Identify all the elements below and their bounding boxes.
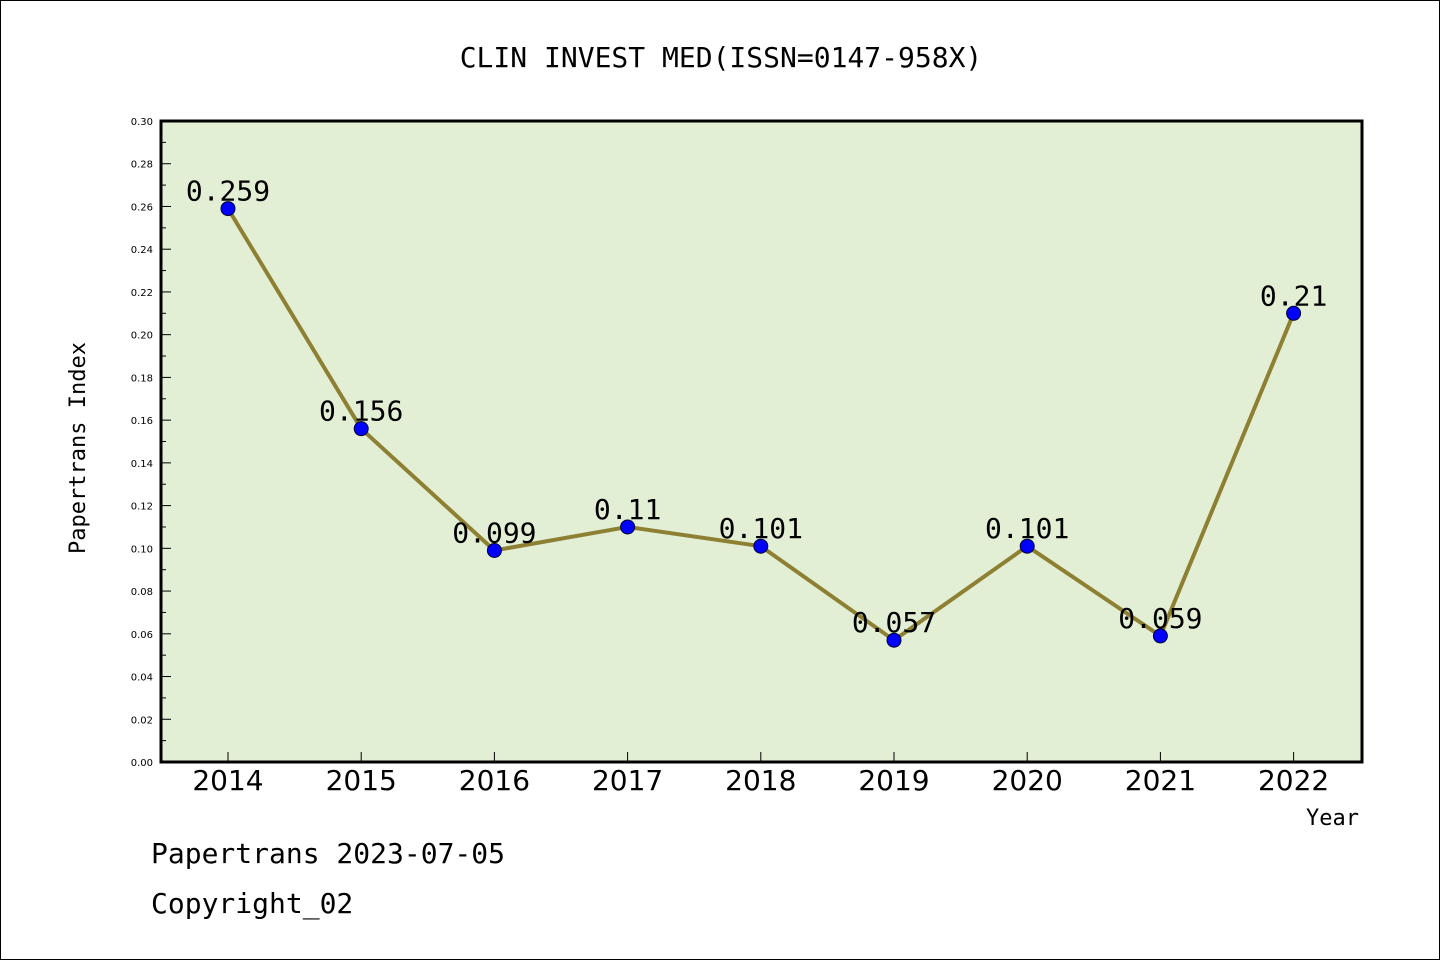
y-tick-label: 0.06 bbox=[131, 630, 153, 641]
data-point bbox=[753, 538, 769, 554]
y-tick-label: 0.28 bbox=[131, 160, 153, 171]
data-label: 0.11 bbox=[594, 493, 661, 526]
y-tick-label: 0.18 bbox=[131, 373, 153, 384]
x-tick-label: 2020 bbox=[992, 764, 1063, 797]
y-tick-label: 0.04 bbox=[131, 673, 153, 684]
x-tick-label: 2022 bbox=[1258, 764, 1329, 797]
y-tick-label: 0.16 bbox=[131, 416, 153, 427]
y-tick-label: 0.22 bbox=[131, 288, 153, 299]
y-tick-label: 0.24 bbox=[131, 245, 153, 256]
y-axis-label: Papertrans Index bbox=[66, 342, 91, 554]
data-label: 0.21 bbox=[1260, 279, 1327, 312]
data-label: 0.099 bbox=[452, 516, 536, 549]
footer-copyright: Copyright_02 bbox=[151, 887, 354, 920]
data-label: 0.101 bbox=[719, 512, 803, 545]
x-tick-label: 2021 bbox=[1125, 764, 1196, 797]
x-tick-label: 2017 bbox=[592, 764, 663, 797]
data-point bbox=[1019, 538, 1035, 554]
x-tick-label: 2014 bbox=[192, 764, 263, 797]
y-tick-label: 0.08 bbox=[131, 587, 153, 598]
data-point bbox=[220, 201, 236, 217]
y-tick-label: 0.14 bbox=[131, 459, 153, 470]
footer-date: Papertrans 2023-07-05 bbox=[151, 837, 506, 870]
data-point bbox=[886, 632, 902, 648]
y-tick-label: 0.26 bbox=[131, 202, 153, 213]
y-tick-label: 0.10 bbox=[131, 544, 153, 555]
x-tick-label: 2015 bbox=[326, 764, 397, 797]
x-tick-label: 2016 bbox=[459, 764, 530, 797]
data-label: 0.101 bbox=[985, 512, 1069, 545]
data-point bbox=[353, 421, 369, 437]
data-point bbox=[620, 519, 636, 535]
y-tick-label: 0.20 bbox=[131, 331, 153, 342]
data-label: 0.059 bbox=[1118, 602, 1202, 635]
data-label: 0.156 bbox=[319, 395, 403, 428]
data-point bbox=[486, 542, 502, 558]
chart-title: CLIN INVEST MED(ISSN=0147-958X) bbox=[460, 41, 983, 74]
data-labels: 0.259 0.156 0.099 0.11 0.101 0.057 0.101 0.059 0… bbox=[186, 175, 1327, 640]
x-axis: 2014 2015 2016 2017 2018 2019 2020 2021 2022 bbox=[192, 752, 1329, 797]
y-tick-label: 0.12 bbox=[131, 502, 153, 513]
y-tick-label: 0.00 bbox=[131, 758, 153, 769]
x-axis-label: Year bbox=[1306, 806, 1359, 831]
data-point bbox=[1152, 628, 1168, 644]
y-axis: 0.00 0.02 0.04 0.06 0.08 0.10 0.12 0.14 0.16 0.18… bbox=[131, 117, 171, 769]
y-tick-label: 0.02 bbox=[131, 715, 153, 726]
series-line bbox=[220, 201, 1302, 648]
plot-area bbox=[159, 119, 1364, 764]
x-tick-label: 2019 bbox=[858, 764, 929, 797]
data-label: 0.259 bbox=[186, 175, 270, 208]
data-label: 0.057 bbox=[852, 606, 936, 639]
data-point bbox=[1286, 305, 1302, 321]
y-tick-label: 0.30 bbox=[131, 117, 153, 128]
x-tick-label: 2018 bbox=[725, 764, 796, 797]
